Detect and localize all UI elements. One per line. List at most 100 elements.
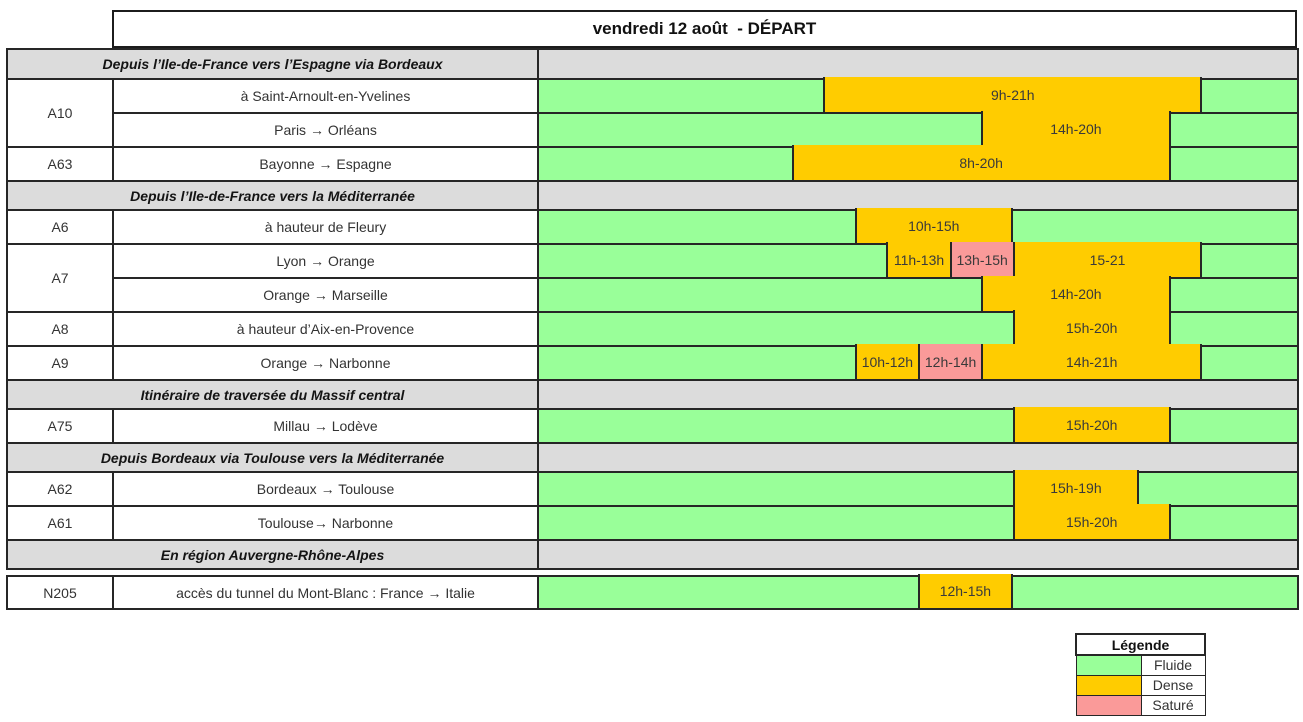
road-cell-a61: A61	[6, 505, 114, 541]
road-cell-a63: A63	[6, 146, 114, 182]
road-cell-a6: A6	[6, 209, 114, 245]
section-row: En région Auvergne-Rhône-Alpes	[5, 539, 1300, 570]
legend-swatch-sature	[1075, 694, 1142, 716]
table-row: A62 Bordeaux → Toulouse 15h-19h	[6, 470, 1300, 507]
location-cell: Toulouse→ Narbonne	[111, 505, 540, 541]
section-title: Itinéraire de traversée du Massif centra…	[5, 379, 540, 410]
section-timeline-filler	[537, 48, 1300, 80]
legend-label: Dense	[1140, 674, 1206, 696]
legend-title: Légende	[1074, 633, 1207, 656]
traffic-bar-dense: 14h-20h	[981, 276, 1171, 311]
section-timeline-filler	[537, 539, 1300, 570]
traffic-bar-sature: 13h-15h	[949, 242, 1013, 277]
table-row: N205 accès du tunnel du Mont-Blanc : Fra…	[6, 574, 1300, 610]
traffic-bar-label: 14h-20h	[1050, 285, 1102, 302]
traffic-bar-label: 9h-21h	[990, 86, 1035, 103]
traffic-bar-label: 15h-20h	[1066, 319, 1118, 336]
timeline-cell: 15h-20h	[537, 407, 1300, 444]
location-cell: Bayonne → Espagne	[111, 146, 540, 182]
legend-row: Dense	[1075, 674, 1206, 696]
traffic-bar-dense: 14h-20h	[981, 111, 1171, 146]
table-row: A10 à Saint-Arnoult-en-Yvelines 9h-21h	[6, 77, 1300, 148]
legend-row: Saturé	[1075, 694, 1206, 716]
location-cell: Orange → Narbonne	[111, 345, 540, 381]
traffic-bar-label: 15-21	[1089, 251, 1126, 268]
traffic-bar-label: 12h-15h	[939, 583, 992, 599]
spacer	[7, 569, 1299, 576]
section-title: Depuis l’Ile-de-France vers l’Espagne vi…	[5, 48, 540, 80]
road-cell-n205: N205	[6, 575, 114, 610]
traffic-bar-dense: 15-21	[1012, 242, 1203, 277]
section-title: Depuis Bordeaux via Toulouse vers la Méd…	[5, 442, 540, 473]
traffic-bar-dense: 15h-19h	[1012, 470, 1140, 505]
table-row: A8 à hauteur d’Aix-en-Provence 15h-20h	[6, 310, 1300, 347]
location-cell: Bordeaux → Toulouse	[111, 471, 540, 507]
spacer-row	[7, 569, 1299, 576]
road-cell-a62: A62	[6, 471, 114, 507]
traffic-table: Depuis l’Ile-de-France vers l’Espagne vi…	[5, 48, 1300, 610]
location-cell: à Saint-Arnoult-en-Yvelines	[111, 78, 540, 114]
traffic-bar-label: 12h-14h	[924, 353, 977, 370]
traffic-bar-label: 15h-19h	[1050, 479, 1102, 496]
traffic-bar-label: 10h-12h	[861, 353, 914, 370]
table-row: Paris → Orléans 14h-20h	[7, 111, 1300, 148]
table-row: A7 Lyon → Orange 11h-13h 13h-15h 15-21	[6, 242, 1300, 313]
legend-swatch-dense	[1075, 674, 1142, 696]
legend-label: Fluide	[1140, 654, 1206, 676]
timeline-cell: 14h-20h	[537, 111, 1300, 148]
traffic-bar-dense: 15h-20h	[1012, 310, 1171, 345]
section-row: Depuis l’Ile-de-France vers la Méditerra…	[5, 180, 1300, 211]
traffic-bar-dense: 15h-20h	[1012, 504, 1171, 539]
traffic-bar-label: 15h-20h	[1066, 416, 1118, 433]
road-cell-a9: A9	[6, 345, 114, 381]
road-cell-a75: A75	[6, 408, 114, 444]
traffic-bar-label: 14h-20h	[1050, 120, 1102, 137]
timeline-cell: 12h-15h	[537, 574, 1300, 610]
section-timeline-filler	[537, 379, 1300, 410]
traffic-bar-dense: 14h-21h	[981, 344, 1203, 379]
traffic-bar-dense: 9h-21h	[823, 77, 1203, 112]
table-row: A6 à hauteur de Fleury 10h-15h	[6, 208, 1300, 245]
table-row: Orange → Marseille 14h-20h	[7, 276, 1300, 313]
legend-label: Saturé	[1140, 694, 1206, 716]
location-cell: Millau → Lodève	[111, 408, 540, 444]
timeline-cell: 14h-20h	[537, 276, 1300, 313]
legend-row: Fluide	[1075, 654, 1206, 676]
section-timeline-filler	[537, 180, 1300, 211]
legend: Légende Fluide Dense Saturé	[1074, 633, 1207, 716]
timeline-cell: 9h-21h	[537, 77, 1300, 114]
section-timeline-filler	[537, 442, 1300, 473]
table-row: A9 Orange → Narbonne 10h-12h 12h-14h 14h-2…	[6, 344, 1300, 381]
traffic-bar-label: 15h-20h	[1066, 513, 1118, 530]
section-row: Depuis Bordeaux via Toulouse vers la Méd…	[5, 442, 1300, 473]
location-cell: Orange → Marseille	[111, 277, 540, 313]
timeline-cell: 15h-19h	[537, 470, 1300, 507]
table-row: A75 Millau → Lodève 15h-20h	[6, 407, 1300, 444]
traffic-bar-label: 13h-15h	[956, 251, 1008, 268]
location-cell: à hauteur d’Aix-en-Provence	[111, 311, 540, 347]
road-cell-a7: A7	[6, 243, 114, 313]
section-row: Itinéraire de traversée du Massif centra…	[5, 379, 1300, 410]
traffic-bar-label: 10h-15h	[908, 217, 960, 234]
road-cell-a8: A8	[6, 311, 114, 347]
traffic-bar-dense: 15h-20h	[1012, 407, 1171, 442]
timeline-cell: 15h-20h	[537, 504, 1300, 541]
legend-swatch-fluide	[1075, 654, 1142, 676]
traffic-bar-label: 11h-13h	[893, 251, 945, 268]
timeline-cell: 15h-20h	[537, 310, 1300, 347]
location-cell: Paris → Orléans	[111, 112, 540, 148]
timeline-cell: 8h-20h	[537, 145, 1300, 182]
traffic-bar-dense: 12h-15h	[918, 574, 1013, 608]
legend-header-row: Légende	[1074, 633, 1207, 656]
traffic-bar-label: 8h-20h	[959, 154, 1003, 171]
table-row: A63 Bayonne → Espagne 8h-20h	[6, 145, 1300, 182]
timeline-cell: 11h-13h 13h-15h 15-21	[537, 242, 1300, 279]
location-cell: à hauteur de Fleury	[111, 209, 540, 245]
traffic-bar-dense: 10h-15h	[854, 208, 1013, 243]
traffic-bar-dense: 8h-20h	[791, 145, 1171, 180]
traffic-bar-dense: 10h-12h	[854, 344, 918, 379]
location-cell: accès du tunnel du Mont-Blanc : France →…	[111, 575, 540, 610]
traffic-bar-dense: 11h-13h	[886, 242, 950, 277]
timeline-cell: 10h-12h 12h-14h 14h-21h	[537, 344, 1300, 381]
